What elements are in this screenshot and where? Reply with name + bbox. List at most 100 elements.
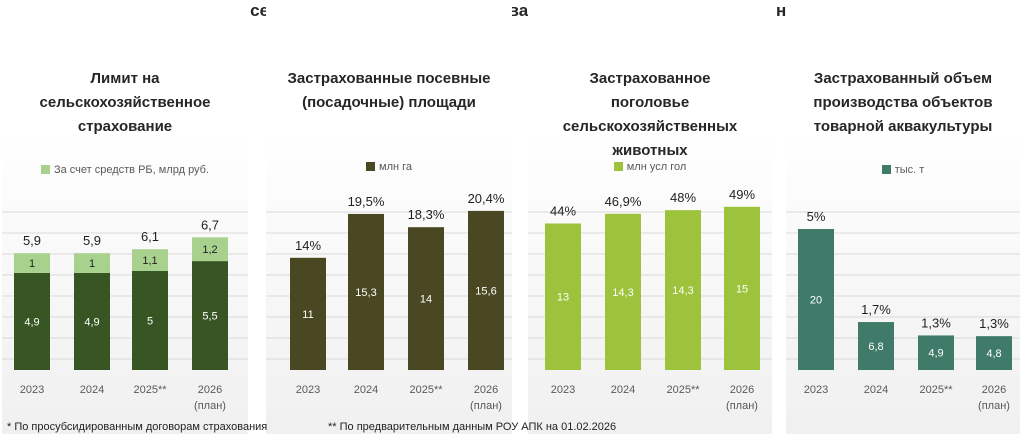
chart-insured-aquaculture: 20 5% 2023 6,8 1,7% 2024 4,9 1,3% 2025** 4,8 1,3% 2… [786,209,1020,412]
category-label: 2023 [20,384,44,396]
bar-segment [132,249,168,271]
category-label: 2026 [730,384,754,396]
bar-segment [14,253,50,273]
bar [798,229,834,370]
data-label: 4,9 [928,348,943,360]
category-label: 2023 [551,384,575,396]
bar [290,257,326,370]
bar [408,227,444,370]
legend-label: млн усл гол [626,161,687,173]
category-sublabel: (план) [470,400,502,412]
category-label: 2024 [864,384,888,396]
panel-insurance-limit: Лимит на сельскохозяйственное страховани… [2,0,248,434]
data-label: 15,3 [355,287,376,299]
panel-insured-livestock: Застрахованное поголовье сельскохозяйств… [528,0,772,434]
bar [665,210,701,370]
category-label: 2024 [611,384,635,396]
legend-swatch [366,162,375,171]
data-label: 6,8 [868,341,883,353]
bar-segment [14,272,50,370]
panel-insured-crop-areas: Застрахованные посевные (посадочные) пло… [266,0,512,434]
panel-title-line: производства объектов [813,94,993,111]
panel-title: Лимит на сельскохозяйственное страховани… [2,67,248,139]
panel-title-line: Застрахованный объем [813,70,993,87]
bar [468,210,504,370]
percent-label: 5% [807,209,826,224]
legend-label: За счет средств РБ, млрд руб. [53,164,210,176]
category-label: 2026 [982,384,1006,396]
data-label: 4,8 [986,348,1001,360]
data-label: 14,3 [672,285,693,297]
footnote-subsidized: * По просубсидированным договорам страхо… [7,421,268,433]
percent-label: 49% [729,187,755,202]
percent-label: 14% [295,238,321,253]
panel-title-line: животных [612,142,688,159]
panel-title: Застрахованное поголовье сельскохозяйств… [528,67,772,163]
legend-swatch [613,162,623,171]
total-label: 5,9 [83,233,101,248]
percent-label: 44% [550,203,576,218]
bar-segment [74,272,110,370]
data-label: 15,6 [475,285,496,297]
category-sublabel: (план) [726,400,758,412]
category-sublabel: (план) [978,400,1010,412]
category-label: 2026 [474,384,498,396]
chart-insurance-limit: 4,9 1 5,9 2023 4,9 1 5,9 2024 5 1,1 6,1 2025** 5,5 1,… [2,211,248,412]
data-label: 14,3 [612,287,633,299]
legend: тыс. т [786,164,1020,176]
bar [605,213,641,370]
bar [918,335,954,370]
bar-segment [192,261,228,370]
bar [858,322,894,370]
category-label: 2026 [198,384,222,396]
bar-segment [192,237,228,262]
category-label: 2024 [80,384,104,396]
chart-insured-livestock: 13 44% 2023 14,3 46,9% 2024 14,3 48% 2025** 15 49%… [528,187,772,412]
data-label: 5 [147,316,153,328]
legend-swatch [40,165,50,174]
data-label: 1 [29,258,35,270]
total-label: 6,1 [141,229,159,244]
percent-label: 1,3% [921,315,951,330]
panel-title-line: товарной аквакультуры [813,118,993,135]
percent-label: 48% [670,190,696,205]
category-label: 2023 [296,384,320,396]
percent-label: 46,9% [605,194,642,209]
category-label: 2023 [804,384,828,396]
panel-insured-aquaculture: Застрахованный объем производства объект… [786,0,1020,434]
footnote-preliminary: ** По предварительным данным РОУ АПК на … [328,421,617,433]
data-label: 13 [557,292,569,304]
data-label: 1 [89,258,95,270]
total-label: 5,9 [23,233,41,248]
category-label: 2025** [409,384,443,396]
total-label: 6,7 [201,217,219,232]
data-label: 15 [736,283,748,295]
category-label: 2025** [133,384,167,396]
legend: За счет средств РБ, млрд руб. [2,164,248,176]
percent-label: 1,3% [979,316,1009,331]
legend-swatch [881,165,891,174]
bar-segment [132,271,168,370]
panel-title-line: (посадочные) площади [302,94,476,111]
legend-label: тыс. т [894,164,925,176]
percent-label: 18,3% [408,207,445,222]
panel-title-line: страхование [77,118,173,135]
data-label: 5,5 [202,311,217,323]
bar [545,223,581,370]
panel-title-line: Застрахованное [589,70,711,87]
data-label: 1,2 [202,244,217,256]
data-label: 4,9 [84,316,99,328]
data-label: 4,9 [24,316,39,328]
percent-label: 1,7% [861,302,891,317]
data-label: 20 [810,295,822,307]
panel-title: Застрахованный объем производства объект… [786,67,1020,139]
percent-label: 20,4% [468,191,505,206]
panel-title-line: поголовье [610,94,690,111]
panel-title-line: сельскохозяйственное [39,94,211,111]
panel-title: Застрахованные посевные (посадочные) пло… [266,67,512,115]
data-label: 11 [302,309,313,321]
chart-insured-crop-areas: 11 14% 2023 15,3 19,5% 2024 14 18,3% 2025** 15,6 2… [266,191,512,412]
panel-title-line: сельскохозяйственных [562,118,738,135]
percent-label: 19,5% [348,194,385,209]
legend-label: млн га [379,161,412,173]
